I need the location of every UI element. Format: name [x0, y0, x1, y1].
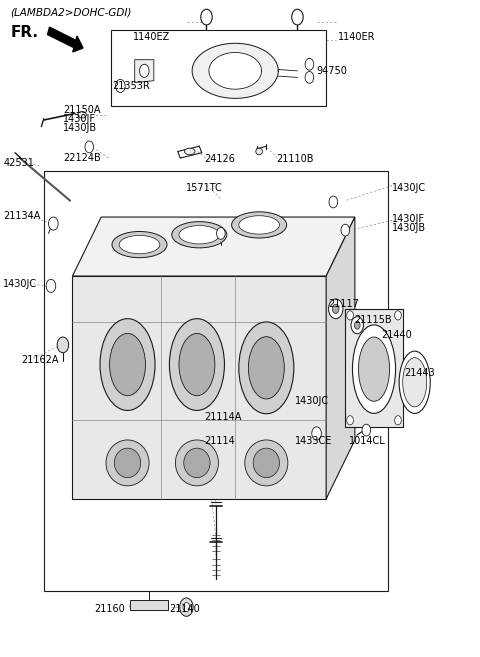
Ellipse shape: [179, 333, 215, 396]
Bar: [44, 171, 388, 591]
Text: 21443: 21443: [404, 368, 435, 378]
Polygon shape: [345, 309, 403, 427]
Circle shape: [332, 304, 339, 313]
Text: 94750: 94750: [317, 66, 348, 76]
Text: 1430JF: 1430JF: [392, 214, 425, 224]
Text: 21110B: 21110B: [276, 154, 313, 164]
Text: 21134A: 21134A: [3, 211, 40, 221]
Ellipse shape: [253, 448, 279, 478]
Text: 42531: 42531: [3, 158, 34, 168]
Ellipse shape: [403, 357, 427, 407]
Ellipse shape: [169, 319, 225, 411]
Polygon shape: [192, 43, 278, 99]
Text: 1430JC: 1430JC: [392, 183, 426, 193]
Text: 1571TC: 1571TC: [186, 183, 223, 193]
Text: 1430JB: 1430JB: [392, 223, 426, 233]
Text: 22124B: 22124B: [63, 153, 101, 163]
Text: 21117: 21117: [328, 298, 360, 309]
Text: 21114: 21114: [204, 436, 235, 446]
Ellipse shape: [114, 448, 141, 478]
Ellipse shape: [184, 148, 195, 155]
Circle shape: [354, 321, 360, 329]
Polygon shape: [72, 217, 355, 276]
Ellipse shape: [175, 440, 218, 486]
Ellipse shape: [119, 235, 160, 254]
Text: 21162A: 21162A: [21, 355, 58, 365]
Text: 1430JC: 1430JC: [295, 396, 329, 405]
Circle shape: [305, 58, 314, 70]
Ellipse shape: [232, 212, 287, 238]
Ellipse shape: [352, 325, 396, 413]
Ellipse shape: [256, 148, 263, 155]
Circle shape: [57, 337, 69, 353]
Polygon shape: [209, 53, 262, 89]
Polygon shape: [72, 276, 326, 499]
Circle shape: [140, 64, 149, 78]
Polygon shape: [135, 60, 154, 83]
Circle shape: [85, 141, 94, 153]
Circle shape: [347, 311, 353, 320]
Ellipse shape: [172, 221, 227, 248]
Ellipse shape: [184, 448, 210, 478]
FancyArrow shape: [48, 27, 83, 52]
Circle shape: [46, 279, 56, 292]
Text: 1430JB: 1430JB: [63, 123, 97, 133]
Text: 21140: 21140: [169, 604, 200, 614]
Text: 21115B: 21115B: [354, 315, 392, 325]
Text: FR.: FR.: [10, 25, 38, 40]
Text: 21440: 21440: [381, 330, 412, 340]
Text: 1014CL: 1014CL: [349, 436, 386, 446]
Circle shape: [347, 416, 353, 425]
Circle shape: [292, 9, 303, 25]
Text: 24126: 24126: [204, 154, 235, 164]
Circle shape: [48, 217, 58, 230]
Circle shape: [328, 299, 343, 319]
Text: (LAMBDA2>DOHC-GDI): (LAMBDA2>DOHC-GDI): [10, 7, 132, 17]
Circle shape: [183, 602, 190, 612]
Circle shape: [116, 79, 125, 93]
Text: 1140ER: 1140ER: [338, 32, 376, 42]
Ellipse shape: [100, 319, 155, 411]
Text: 21160: 21160: [94, 604, 125, 614]
Ellipse shape: [112, 231, 167, 258]
Circle shape: [216, 227, 225, 239]
Text: 21150A: 21150A: [63, 105, 100, 115]
Bar: [130, 600, 168, 610]
Ellipse shape: [179, 225, 220, 244]
Bar: [111, 30, 326, 106]
Ellipse shape: [359, 337, 390, 401]
Circle shape: [395, 311, 401, 320]
Circle shape: [201, 9, 212, 25]
Circle shape: [329, 196, 337, 208]
Circle shape: [305, 72, 314, 83]
Ellipse shape: [78, 112, 86, 118]
Ellipse shape: [239, 322, 294, 414]
Circle shape: [312, 427, 322, 440]
Text: 1430JF: 1430JF: [63, 114, 96, 124]
Text: 21114A: 21114A: [204, 412, 241, 422]
Ellipse shape: [106, 440, 149, 486]
Ellipse shape: [399, 351, 430, 413]
Text: 1140EZ: 1140EZ: [133, 32, 170, 42]
Circle shape: [395, 416, 401, 425]
Circle shape: [180, 598, 193, 616]
Ellipse shape: [245, 440, 288, 486]
Text: 1430JC: 1430JC: [3, 279, 37, 289]
Ellipse shape: [109, 333, 145, 396]
Ellipse shape: [239, 215, 279, 234]
Circle shape: [351, 317, 363, 334]
Text: 1433CE: 1433CE: [295, 436, 333, 446]
Circle shape: [362, 424, 371, 436]
Circle shape: [341, 224, 349, 236]
Text: 21353R: 21353R: [112, 81, 150, 91]
Polygon shape: [326, 217, 355, 499]
Ellipse shape: [248, 336, 284, 399]
